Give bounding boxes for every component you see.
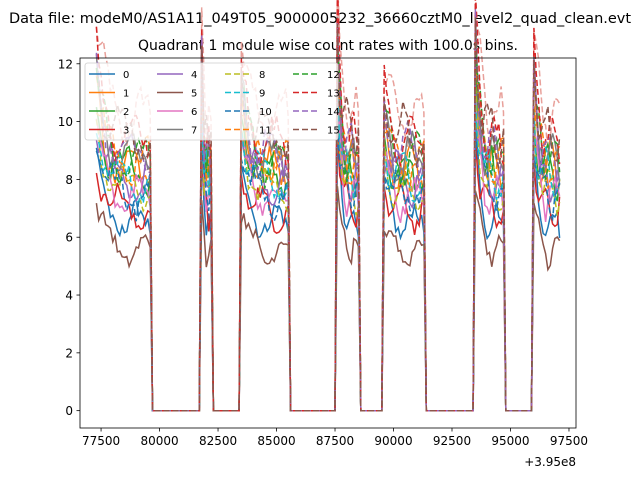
- legend-label-10: 10: [259, 107, 272, 118]
- legend-label-8: 8: [259, 70, 265, 81]
- y-tick-label: 8: [65, 173, 73, 187]
- x-tick-label: 82500: [199, 434, 237, 448]
- legend-label-12: 12: [327, 70, 340, 81]
- x-tick-label: 97500: [550, 434, 588, 448]
- axes: 77500 80000 82500 85000 87500 90000 92500 95000…: [58, 57, 588, 448]
- legend-label-3: 3: [123, 126, 129, 137]
- chart-title: Quadrant 1 module wise count rates with …: [138, 38, 518, 54]
- y-tick-label: 2: [65, 346, 73, 360]
- x-tick-label: 80000: [140, 434, 178, 448]
- x-tick-label: 85000: [257, 434, 295, 448]
- y-tick-label: 6: [65, 231, 73, 245]
- y-tick-label: 0: [65, 404, 73, 418]
- legend-label-0: 0: [123, 70, 129, 81]
- legend-label-9: 9: [259, 89, 265, 100]
- x-tick-label: 87500: [316, 434, 354, 448]
- legend-label-5: 5: [191, 89, 197, 100]
- legend-label-11: 11: [259, 126, 272, 137]
- legend-box: [84, 62, 339, 141]
- x-tick-label: 92500: [433, 434, 471, 448]
- y-tick-label: 10: [58, 115, 73, 129]
- series-lines: [95, 0, 561, 412]
- series-line-15: [95, 17, 561, 412]
- x-tick-label: 77500: [82, 434, 120, 448]
- legend-label-2: 2: [123, 107, 129, 118]
- legend-label-14: 14: [327, 107, 340, 118]
- legend-label-6: 6: [191, 107, 197, 118]
- x-tick-label: 95000: [491, 434, 529, 448]
- legend-label-4: 4: [191, 70, 197, 81]
- suptitle: Data file: modeM0/AS1A11_049T05_90000052…: [9, 11, 631, 27]
- legend-label-7: 7: [191, 126, 197, 137]
- x-offset-label: +3.95e8: [524, 455, 576, 469]
- legend-label-13: 13: [327, 89, 340, 100]
- axes-frame: [79, 57, 577, 429]
- x-tick-label: 90000: [374, 434, 412, 448]
- legend-label-1: 1: [123, 89, 129, 100]
- y-tick-label: 4: [65, 289, 73, 303]
- series-line-14: [95, 9, 561, 412]
- legend-label-15: 15: [327, 126, 340, 137]
- y-tick-label: 12: [58, 57, 73, 71]
